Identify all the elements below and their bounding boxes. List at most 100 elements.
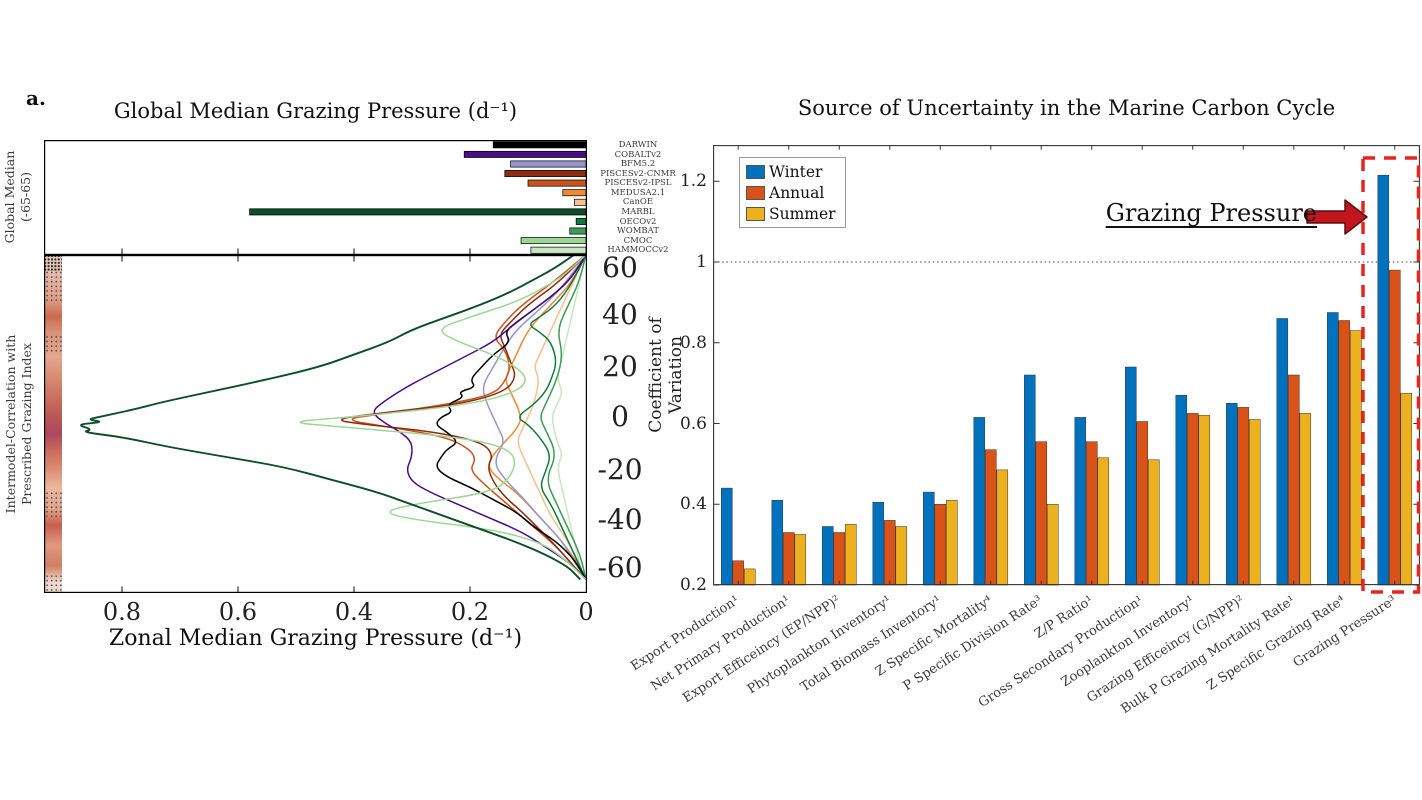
- y-tick-0.8: 0.8: [679, 333, 707, 353]
- bar-winter-4: [923, 491, 935, 586]
- left-top-axis-label: Global Median (-65-65): [2, 150, 33, 244]
- model-label-CMOC: CMOC: [623, 235, 653, 246]
- global-median-bar-HAMMOCCv2: [530, 246, 587, 254]
- legend-row-summer: Summer: [746, 203, 836, 224]
- profile-line-DARWIN: [436, 255, 587, 580]
- bar-winter-10: [1226, 403, 1238, 586]
- x-tick-0: 0: [578, 598, 594, 626]
- model-label-MARBL: MARBL: [621, 207, 655, 218]
- bar-summer-7: [1097, 457, 1110, 586]
- bar-winter-0: [721, 487, 733, 586]
- bar-winter-8: [1125, 366, 1137, 586]
- bar-winter-5: [973, 417, 986, 586]
- global-median-bar-MARBL: [249, 208, 587, 216]
- bar-annual-2: [833, 532, 846, 586]
- model-label-PISCESv2-CNMR: PISCESv2-CNMR: [600, 168, 676, 179]
- profile-line-MARBL: [80, 255, 581, 581]
- right-panel-title: Source of Uncertainty in the Marine Carb…: [797, 96, 1336, 120]
- bar-winter-6: [1024, 374, 1036, 586]
- lat-tick--60: -60: [597, 551, 643, 584]
- profile-line-CanOE: [517, 255, 587, 580]
- global-median-bar-PISCESv2-CNMR: [504, 170, 587, 177]
- bar-winter-1: [771, 499, 784, 586]
- bar-annual-4: [934, 504, 947, 586]
- bar-summer-4: [946, 499, 958, 586]
- global-median-bar-CMOC: [520, 237, 587, 245]
- bar-annual-7: [1086, 441, 1098, 586]
- global-median-bar-CanOE: [574, 198, 587, 206]
- legend: Winter Annual Summer: [739, 157, 846, 228]
- bar-summer-1: [794, 534, 807, 586]
- profile-line-CMOC: [299, 255, 587, 581]
- stipple-patch: [45, 270, 62, 303]
- bar-winter-13: [1377, 174, 1390, 586]
- global-median-bar-BFM5.2: [510, 160, 587, 168]
- model-label-MEDUSA2.1: MEDUSA2.1: [610, 187, 666, 198]
- global-median-bar-DARWIN: [492, 141, 587, 149]
- bar-summer-6: [1047, 504, 1059, 586]
- bar-winter-11: [1276, 318, 1289, 586]
- profile-line-PISCESv2-IPSL: [351, 255, 587, 581]
- bar-annual-12: [1338, 320, 1351, 586]
- axes-box: [43, 140, 587, 256]
- profile-line-OECOv2: [519, 255, 587, 580]
- lat-tick--20: -20: [597, 453, 643, 486]
- model-name-list: DARWIN COBALTv2 BFM5.2 PISCESv2-CNMR PISCESv…: [590, 140, 686, 256]
- profile-line-WOMBAT: [540, 255, 587, 580]
- lat-tick--40: -40: [597, 503, 643, 536]
- bar-summer-13: [1400, 392, 1413, 586]
- bar-summer-0: [744, 568, 756, 586]
- stipple-patch: [45, 489, 62, 517]
- bar-summer-5: [996, 469, 1009, 586]
- legend-row-annual: Annual: [746, 182, 836, 203]
- correlation-heat-strip: [45, 255, 62, 593]
- axes-box: [43, 255, 587, 593]
- left-x-axis-title: Zonal Median Grazing Pressure (d⁻¹): [108, 626, 523, 651]
- bar-winter-2: [822, 526, 834, 586]
- bar-annual-1: [783, 532, 795, 586]
- zonal-profile-chart: [43, 255, 587, 593]
- lat-tick-40: 40: [602, 298, 638, 331]
- y-tick-0.6: 0.6: [679, 414, 707, 434]
- model-label-HAMMOCCv2: HAMMOCCv2: [607, 245, 669, 256]
- bar-summer-3: [895, 526, 908, 586]
- bar-annual-5: [985, 449, 997, 586]
- stipple-patch: [45, 255, 62, 271]
- model-label-PISCESv2-IPSL: PISCESv2-IPSL: [604, 178, 672, 189]
- bar-summer-10: [1249, 419, 1261, 586]
- global-median-bar-WOMBAT: [569, 227, 587, 235]
- highlight-dashed-box: [1361, 156, 1421, 594]
- left-panel-title: Global Median Grazing Pressure (d⁻¹): [113, 99, 518, 123]
- bar-summer-12: [1350, 330, 1362, 586]
- legend-swatch-summer-icon: [746, 206, 765, 221]
- model-label-DARWIN: DARWIN: [618, 140, 658, 150]
- x-tick-0.4: 0.4: [334, 598, 374, 626]
- lat-tick-0: 0: [611, 400, 629, 433]
- bar-winter-7: [1074, 417, 1087, 586]
- bar-summer-8: [1148, 459, 1160, 586]
- bar-annual-3: [884, 520, 896, 586]
- bar-winter-3: [872, 501, 885, 586]
- profile-line-HAMMOCCv2: [551, 255, 587, 580]
- lat-tick-60: 60: [602, 251, 638, 284]
- global-median-bar-OECOv2: [575, 218, 587, 225]
- bar-summer-2: [845, 524, 857, 586]
- stipple-patch: [45, 575, 62, 593]
- profile-line-COBALTv2: [373, 255, 587, 581]
- x-tick-0.6: 0.6: [218, 598, 258, 626]
- y-tick-1: 1: [696, 252, 707, 272]
- bar-winter-12: [1327, 312, 1339, 586]
- legend-swatch-winter-icon: [746, 164, 765, 179]
- legend-swatch-annual-icon: [746, 185, 765, 200]
- bar-winter-9: [1175, 394, 1188, 586]
- model-label-BFM5.2: BFM5.2: [620, 159, 656, 170]
- left-bottom-axis-label: Intermodel-Correlation with Prescribed G…: [3, 334, 34, 514]
- model-label-CanOE: CanOE: [622, 197, 654, 208]
- global-median-bar-PISCESv2-IPSL: [527, 179, 587, 187]
- bar-annual-8: [1136, 421, 1149, 586]
- right-y-axis-title: Coefficient of Variation: [646, 317, 686, 433]
- x-tick-0.8: 0.8: [102, 598, 142, 626]
- bar-annual-13: [1389, 269, 1401, 586]
- global-median-bar-chart: [43, 140, 587, 256]
